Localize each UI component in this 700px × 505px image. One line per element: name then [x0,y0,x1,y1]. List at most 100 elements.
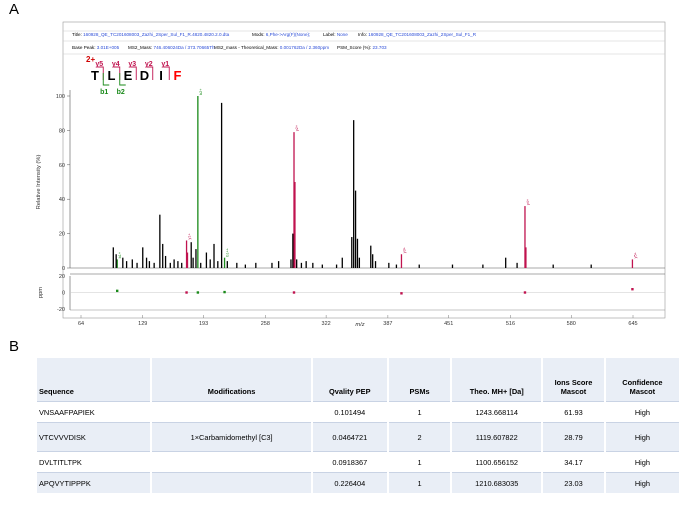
y-tick-label: 100 [56,94,65,100]
table-row: APQVYTIPPPK 0.226404 1 1210.683035 23.03 High [37,472,682,493]
table-cell: 28.79 [542,422,606,452]
column-header: Qvality PEP [311,358,389,402]
table-row: DVLTITLTPK 0.0918367 1 1100.656152 34.17 High [37,451,682,473]
y-tick-label: 0 [62,266,65,272]
residue-2: L [108,68,116,83]
error-point-y [523,291,527,294]
column-header: Modifications [151,358,313,402]
y-axis-title: Relative Intensity (%) [36,155,42,210]
error-point-y [292,291,296,294]
psm-table: Sequence Modifications Qvality PEP PSMs Theo… [37,358,682,493]
table-cell: VNSAAFPAPIEK [37,401,153,423]
error-point-y [185,291,188,294]
table-cell: DVLTITLTPK [37,451,153,473]
x-axis-title: m/z [355,322,364,328]
table-cell: 61.93 [542,401,606,423]
y-ion-bracket [146,66,154,80]
table-cell: 1243.668114 [451,401,544,423]
table-body: VNSAAFPAPIEK 0.101494 1 1243.668114 61.93 Hig… [37,401,682,493]
y-tick-label: 40 [59,197,65,203]
psm-value: 23.703 [373,45,387,50]
label-label: Label: [323,32,336,37]
peak-label-b: b1+ [118,251,122,258]
svg-text:PSM_Score (%): 23.703: PSM_Score (%): 23.703 [337,45,387,50]
column-header: PSMs [387,358,453,402]
table-cell: High [604,472,682,493]
ms2diff-label: MS2_mass - Theoretical_Mass: [214,45,279,50]
spectrum-axes: 0 20 40 60 80 100 Relative Intensity (%) 64 129 1… [36,21,666,328]
psm-table-container: Sequence Modifications Qvality PEP PSMs Theo… [37,358,682,493]
spectrum-peaks: y1+ y2+ y3+ y4+ y5+ b1+ b2+ b1++ [112,88,637,268]
error-y-tick-label: 20 [59,274,65,280]
error-point-b [196,291,200,294]
table-cell: 1100.656152 [451,451,544,473]
column-header: Sequence [37,358,153,402]
peak-label-b: b1++ [226,247,230,256]
info-label: Info: [358,32,367,37]
x-tick-label: 64 [78,321,84,327]
column-header: Theo. MH+ [Da] [451,358,544,402]
x-tick-label: 645 [628,321,637,327]
error-y-tick-label: 0 [62,291,65,297]
title-label: Title: [72,32,82,37]
spectrum-header: Title: 160928_QE_TC201608003_Zazhi_2Sper… [72,32,477,50]
x-tick-label: 322 [322,321,331,327]
b-ion-bracket [102,73,110,86]
panel-label-a: A [9,1,20,18]
residue-4: D [140,68,149,83]
error-y-axis-title: ppm [38,287,44,298]
svg-text:MS2_Mass: 746.406024Da / 373.7: MS2_Mass: 746.406024Da / 373.70665Th [128,45,215,50]
svg-text:Title: 160928_QE_TC201608003_Z: Title: 160928_QE_TC201608003_Zazhi_2Sper… [72,32,230,37]
x-tick-label: 516 [506,321,515,327]
table-cell [151,472,313,493]
svg-text:Info: 160928_QE_TC201608003_Za: Info: 160928_QE_TC201608003_Zazhi_2Sper_… [358,32,477,37]
table-cell: High [604,401,682,423]
label-value: None [337,32,348,37]
y-ion-label: y4 [112,61,120,68]
mods-value: 6,Phe->Arg(F)(None); [266,32,311,37]
x-tick-label: 580 [567,321,576,327]
table-cell: 1×Carbamidomethyl [C3] [151,422,313,452]
y-ion-label: y2 [145,61,153,68]
table-cell: VTCVVVDISK [37,422,153,452]
y-ion-bracket [130,66,137,80]
error-y-tick-label: -20 [57,307,65,313]
table-cell: High [604,451,682,473]
table-cell: 0.101494 [311,401,389,423]
table-cell: 23.03 [542,472,606,493]
table-cell: 2 [387,422,453,452]
table-cell: 1 [387,472,453,493]
table-row: VTCVVVDISK 1×Carbamidomethyl [C3] 0.046472… [37,422,682,452]
table-cell: 0.0918367 [311,451,389,473]
error-point-y [400,292,403,295]
y-ion-label: y3 [128,61,136,68]
peak-label-y: y2+ [295,124,299,131]
title-value: 160928_QE_TC201608003_Zazhi_2Sper_Sul_F1… [83,32,230,37]
svg-text:MS2_mass - Theoretical_Mass: 0: MS2_mass - Theoretical_Mass: 0.001762Da … [214,45,329,50]
y-ion-label: y5 [95,61,103,68]
table-cell: 0.0464721 [311,422,389,452]
residue-1: T [91,68,99,83]
basepeak-label: Base Peak: [72,45,96,50]
peak-label-y: y1+ [188,232,192,239]
residue-5: I [159,68,163,83]
column-header: Ions Score Mascot [542,358,606,402]
x-tick-label: 129 [138,321,147,327]
peptide-sequence: 2+ T L E D I Fy5 y4 y3 y2 y1 b1 b2 [86,55,182,96]
column-header: Confidence Mascot [604,358,682,402]
b-ion-label: b2 [117,89,125,96]
table-cell: 1 [387,401,453,423]
table-cell [151,401,313,423]
svg-text:Base Peak: 3.01E+005: Base Peak: 3.01E+005 [72,45,120,50]
x-tick-label: 193 [199,321,208,327]
svg-text:Label: None: Label: None [323,32,348,37]
x-tick-label: 451 [444,321,453,327]
error-point-b [223,290,226,294]
table-row: VNSAAFPAPIEK 0.101494 1 1243.668114 61.93 Hig… [37,401,682,423]
table-cell: 1119.607822 [451,422,544,452]
table-header-row: Sequence Modifications Qvality PEP PSMs Theo… [37,358,682,402]
ms2mass-value: 746.406024Da / 373.70665Th [154,45,215,50]
residue-3: E [124,68,133,83]
mods-label: Mods: [252,32,265,37]
ms2diff-value: 0.001762Da / 2.360ppm [280,45,329,50]
